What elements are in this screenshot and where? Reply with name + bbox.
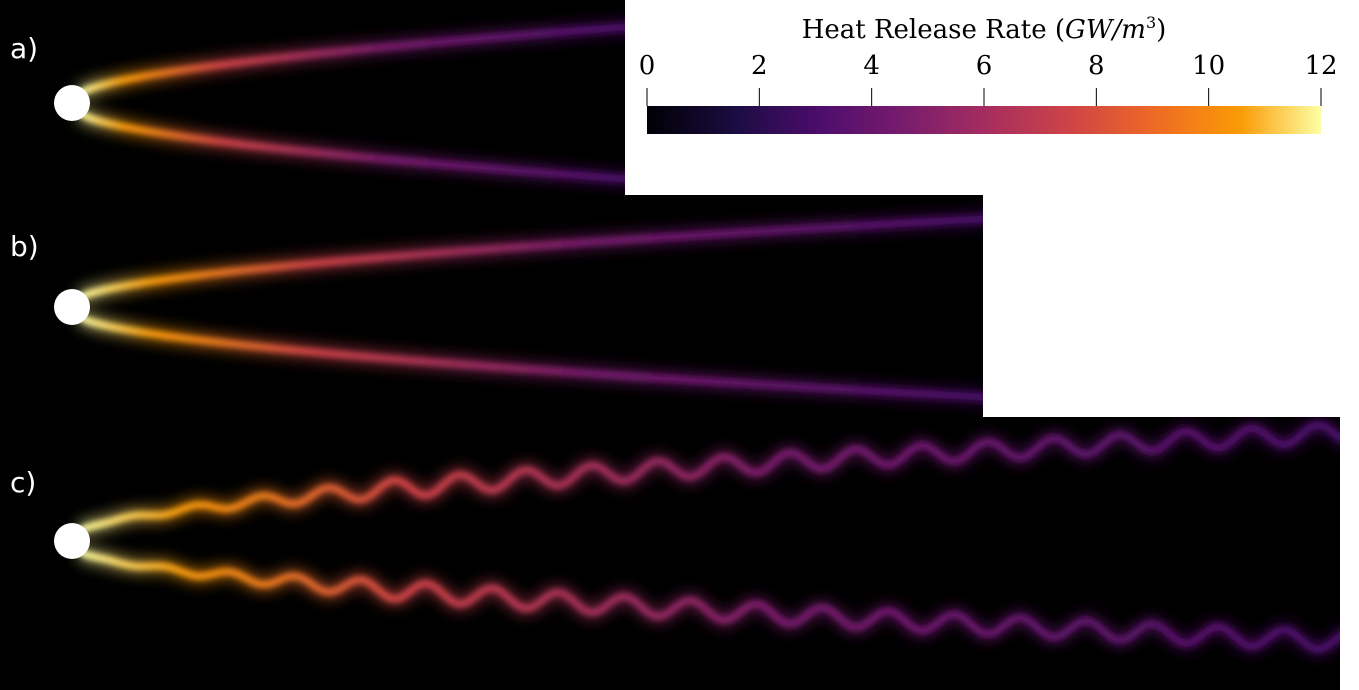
tick-label: 6: [976, 51, 993, 81]
colorbar-title: Heat Release Rate (GW/m3): [802, 13, 1167, 45]
flame: [75, 210, 983, 406]
tick-label: 12: [1304, 51, 1337, 81]
cylinder: [54, 289, 90, 325]
tick-label: 2: [751, 51, 768, 81]
colorbar: [647, 106, 1321, 134]
shear-layer: [77, 421, 1340, 535]
panel-label: b): [10, 230, 39, 263]
panel-label: a): [10, 32, 38, 65]
tick-label: 4: [863, 51, 880, 81]
exponent: 3: [1146, 13, 1156, 32]
tick-label: 8: [1088, 51, 1105, 81]
tick-label: 10: [1192, 51, 1225, 81]
panel-label: c): [10, 466, 36, 499]
shear-layer: [77, 23, 625, 98]
unit-close: ): [1156, 15, 1166, 45]
cylinder: [54, 85, 90, 121]
shear-layer: [77, 313, 983, 401]
tick-label: 0: [639, 51, 656, 81]
shear-layer: [77, 109, 625, 183]
cylinder: [54, 523, 90, 559]
shear-layer: [77, 215, 983, 302]
unit: GW/m: [1065, 15, 1146, 45]
shear-layer: [77, 548, 1340, 653]
flame: [74, 19, 625, 187]
title-text: Heat Release Rate (: [802, 15, 1065, 45]
flame: [75, 417, 1340, 657]
